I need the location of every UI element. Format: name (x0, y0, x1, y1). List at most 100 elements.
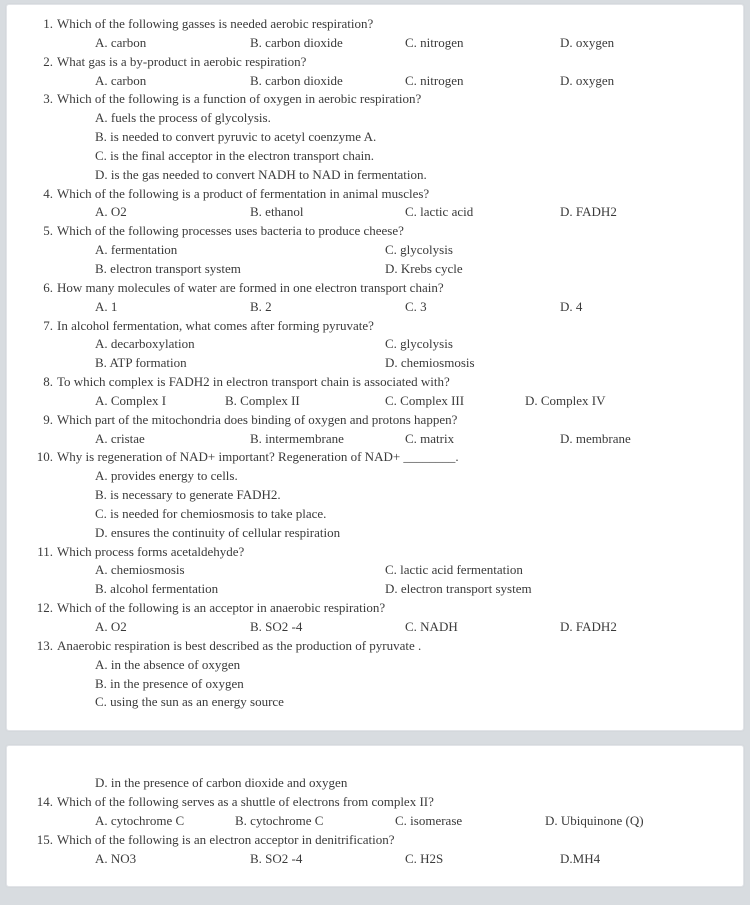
q-num: 2. (35, 53, 57, 72)
question-13: 13.Anaerobic respiration is best describ… (21, 637, 729, 656)
opt-c: C. nitrogen (405, 72, 560, 91)
opt-d: D. Complex IV (525, 392, 680, 411)
q-text: Anaerobic respiration is best described … (57, 638, 421, 653)
options-1: A. carbon B. carbon dioxide C. nitrogen … (21, 34, 729, 53)
q-num: 3. (35, 90, 57, 109)
options-13: A. in the absence of oxygen B. in the pr… (21, 656, 729, 713)
opt-b: B. 2 (250, 298, 405, 317)
opt-b: B. is necessary to generate FADH2. (95, 486, 729, 505)
opt-b: B. in the presence of oxygen (95, 675, 729, 694)
opt-c: C. matrix (405, 430, 560, 449)
opt-d: D. FADH2 (560, 618, 715, 637)
question-4: 4.Which of the following is a product of… (21, 185, 729, 204)
opt-b: B. alcohol fermentation (95, 580, 385, 599)
opt-b: B. electron transport system (95, 260, 385, 279)
options-3: A. fuels the process of glycolysis. B. i… (21, 109, 729, 184)
opt-a: A. fermentation (95, 241, 385, 260)
opt-a: A. carbon (95, 72, 250, 91)
opt-d: D. 4 (560, 298, 715, 317)
question-10: 10.Why is regeneration of NAD+ important… (21, 448, 729, 467)
opt-b: B. carbon dioxide (250, 72, 405, 91)
q-num: 12. (35, 599, 57, 618)
opt-d: D. Ubiquinone (Q) (545, 812, 700, 831)
opt-d: D. membrane (560, 430, 715, 449)
opt-c: C. lactic acid fermentation (385, 561, 675, 580)
opt-c: C. nitrogen (405, 34, 560, 53)
opt-a: A. fuels the process of glycolysis. (95, 109, 729, 128)
q-text: Which of the following is a function of … (57, 91, 421, 106)
opt-d: D. oxygen (560, 72, 715, 91)
q-num: 14. (35, 793, 57, 812)
opt-d: D. ensures the continuity of cellular re… (95, 524, 729, 543)
opt-d: D.MH4 (560, 850, 715, 869)
q-text: Which of the following is an electron ac… (57, 832, 395, 847)
q-text: To which complex is FADH2 in electron tr… (57, 374, 450, 389)
opt-c: C. NADH (405, 618, 560, 637)
q-num: 13. (35, 637, 57, 656)
options-8: A. Complex I B. Complex II C. Complex II… (21, 392, 729, 411)
opt-a: A. Complex I (95, 392, 225, 411)
opt-c: C. Complex III (385, 392, 525, 411)
opt-a: A. NO3 (95, 850, 250, 869)
q-num: 6. (35, 279, 57, 298)
question-14: 14.Which of the following serves as a sh… (21, 793, 729, 812)
opt-d: D. electron transport system (385, 580, 675, 599)
opt-b: B. intermembrane (250, 430, 405, 449)
q-num: 5. (35, 222, 57, 241)
question-card-1: 1.Which of the following gasses is neede… (6, 4, 744, 731)
opt-b: B. carbon dioxide (250, 34, 405, 53)
opt-d: D. in the presence of carbon dioxide and… (95, 774, 729, 793)
options-12: A. O2 B. SO2 -4 C. NADH D. FADH2 (21, 618, 729, 637)
options-10: A. provides energy to cells. B. is neces… (21, 467, 729, 542)
opt-a: A. provides energy to cells. (95, 467, 729, 486)
opt-c: C. glycolysis (385, 241, 675, 260)
opt-a: A. carbon (95, 34, 250, 53)
options-15: A. NO3 B. SO2 -4 C. H2S D.MH4 (21, 850, 729, 869)
options-9: A. cristae B. intermembrane C. matrix D.… (21, 430, 729, 449)
opt-c: C. using the sun as an energy source (95, 693, 729, 712)
question-8: 8.To which complex is FADH2 in electron … (21, 373, 729, 392)
options-14: A. cytochrome C B. cytochrome C C. isome… (21, 812, 729, 831)
opt-c: C. lactic acid (405, 203, 560, 222)
q-text: Why is regeneration of NAD+ important? R… (57, 449, 459, 464)
opt-a: A. cytochrome C (95, 812, 235, 831)
options-13d: D. in the presence of carbon dioxide and… (21, 774, 729, 793)
opt-c: C. 3 (405, 298, 560, 317)
q-num: 15. (35, 831, 57, 850)
opt-a: A. chemiosmosis (95, 561, 385, 580)
opt-a: A. in the absence of oxygen (95, 656, 729, 675)
q-num: 10. (35, 448, 57, 467)
opt-b: B. ATP formation (95, 354, 385, 373)
opt-a: A. decarboxylation (95, 335, 385, 354)
opt-b: B. cytochrome C (235, 812, 395, 831)
opt-c: C. is needed for chemiosmosis to take pl… (95, 505, 729, 524)
q-text: How many molecules of water are formed i… (57, 280, 444, 295)
q-num: 11. (35, 543, 57, 562)
opt-c: C. H2S (405, 850, 560, 869)
opt-d: D. chemiosmosis (385, 354, 675, 373)
opt-b: B. is needed to convert pyruvic to acety… (95, 128, 729, 147)
opt-c: C. glycolysis (385, 335, 675, 354)
opt-d: D. FADH2 (560, 203, 715, 222)
q-text: Which part of the mitochondria does bind… (57, 412, 457, 427)
question-card-2: D. in the presence of carbon dioxide and… (6, 745, 744, 887)
options-7: A. decarboxylation C. glycolysis B. ATP … (21, 335, 729, 373)
q-text: What gas is a by-product in aerobic resp… (57, 54, 306, 69)
q-text: In alcohol fermentation, what comes afte… (57, 318, 374, 333)
question-11: 11.Which process forms acetaldehyde? (21, 543, 729, 562)
opt-d: D. is the gas needed to convert NADH to … (95, 166, 729, 185)
q-text: Which of the following gasses is needed … (57, 16, 373, 31)
opt-b: B. Complex II (225, 392, 385, 411)
question-7: 7.In alcohol fermentation, what comes af… (21, 317, 729, 336)
q-text: Which of the following is an acceptor in… (57, 600, 385, 615)
options-5: A. fermentation C. glycolysis B. electro… (21, 241, 729, 279)
q-text: Which of the following processes uses ba… (57, 223, 404, 238)
opt-d: D. oxygen (560, 34, 715, 53)
question-12: 12.Which of the following is an acceptor… (21, 599, 729, 618)
question-3: 3.Which of the following is a function o… (21, 90, 729, 109)
question-1: 1.Which of the following gasses is neede… (21, 15, 729, 34)
opt-a: A. 1 (95, 298, 250, 317)
opt-a: A. O2 (95, 618, 250, 637)
opt-a: A. cristae (95, 430, 250, 449)
question-5: 5.Which of the following processes uses … (21, 222, 729, 241)
